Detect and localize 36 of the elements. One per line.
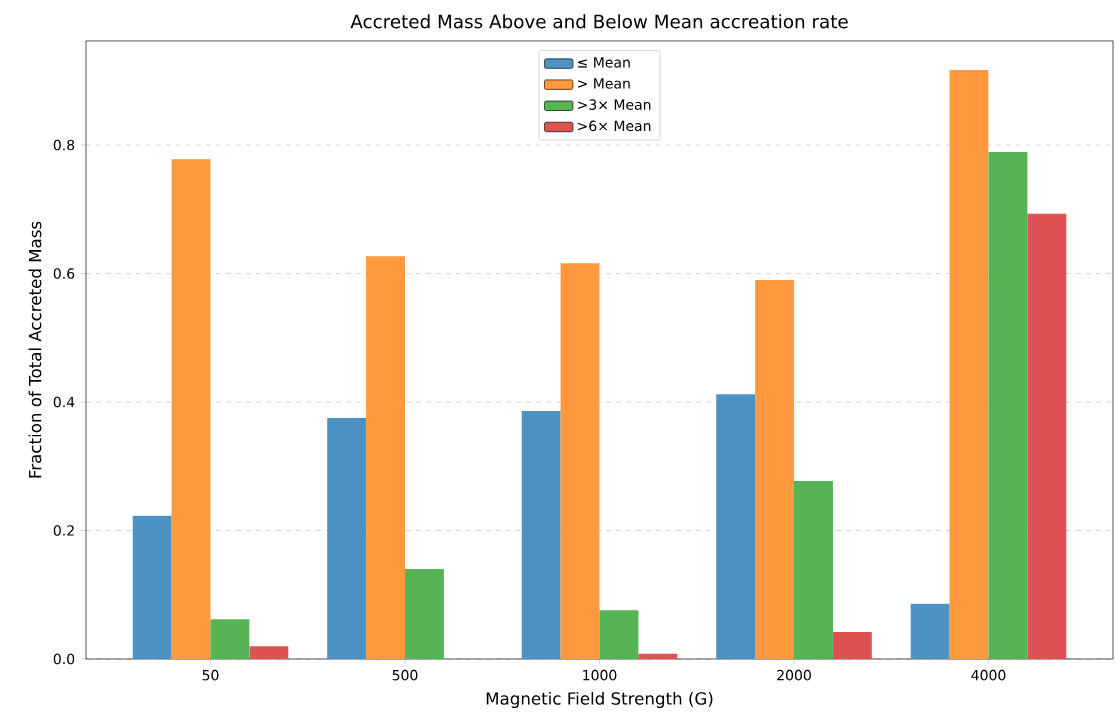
bar bbox=[755, 279, 795, 659]
x-tick-label: 2000 bbox=[777, 669, 811, 681]
x-tick-label: 4000 bbox=[971, 669, 1006, 681]
x-tick-label: 1000 bbox=[583, 669, 617, 681]
bar bbox=[210, 619, 250, 659]
bar bbox=[988, 152, 1028, 659]
chart-title: Accreted Mass Above and Below Mean accreation rate bbox=[350, 14, 848, 29]
bar bbox=[327, 418, 367, 659]
bar bbox=[249, 646, 289, 659]
bar bbox=[716, 394, 756, 659]
bar bbox=[949, 69, 989, 659]
bar bbox=[638, 653, 678, 659]
bar bbox=[521, 411, 561, 659]
y-axis-title: Fraction of Total Accreted Mass bbox=[28, 221, 42, 478]
bar bbox=[832, 632, 872, 659]
bar bbox=[171, 159, 211, 659]
x-tick-label: 500 bbox=[392, 669, 418, 681]
bar bbox=[599, 610, 639, 659]
bar bbox=[910, 603, 950, 659]
legend-label: > Mean bbox=[578, 78, 630, 89]
bar bbox=[794, 481, 833, 659]
x-tick-label: 50 bbox=[202, 669, 219, 681]
x-axis-title: Magnetic Field Strength (G) bbox=[486, 691, 713, 709]
bar bbox=[1027, 213, 1067, 659]
y-tick-label: 0.6 bbox=[53, 268, 75, 279]
legend-label: ≤ Mean bbox=[578, 57, 630, 68]
y-tick-label: 0.8 bbox=[53, 139, 75, 151]
y-tick-label: 0.0 bbox=[53, 653, 75, 665]
legend-label: >3× Mean bbox=[578, 99, 651, 110]
y-tick-label: 0.2 bbox=[53, 525, 74, 536]
bar bbox=[405, 569, 444, 659]
bar bbox=[132, 515, 172, 659]
legend-label: >6× Mean bbox=[578, 120, 651, 132]
bar bbox=[560, 263, 600, 659]
y-tick-label: 0.4 bbox=[53, 396, 75, 408]
bar bbox=[366, 256, 405, 659]
